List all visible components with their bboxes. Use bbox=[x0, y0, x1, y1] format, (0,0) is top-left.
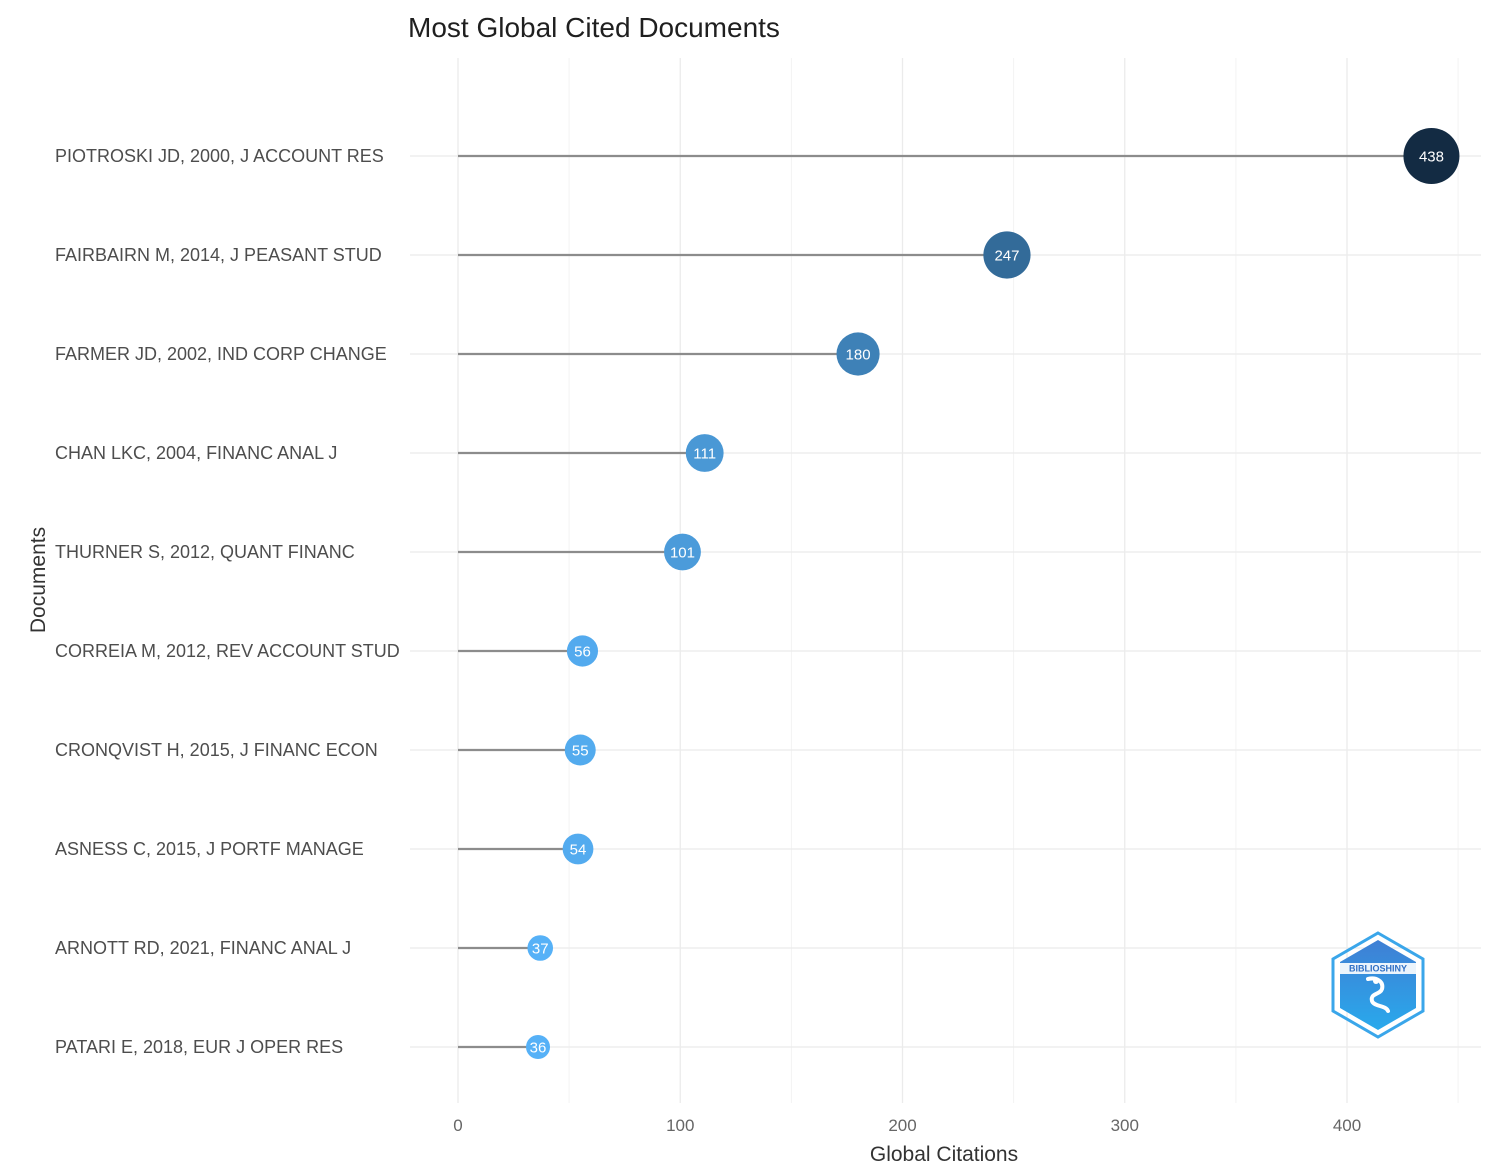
lollipop-marks: 438 247 180 111 101 56 55 54 37 36 bbox=[458, 128, 1460, 1059]
x-tick-label: 100 bbox=[666, 1116, 694, 1135]
lollipop-point bbox=[664, 533, 701, 571]
logo-text: BIBLIOSHINY bbox=[1349, 964, 1407, 974]
x-tick-label: 0 bbox=[453, 1116, 462, 1135]
category-label: CHAN LKC, 2004, FINANC ANAL J bbox=[55, 443, 337, 463]
lollipop-point bbox=[836, 332, 880, 376]
lollipop: 101 bbox=[458, 533, 701, 571]
lollipop-point bbox=[564, 734, 596, 766]
x-tick-label: 200 bbox=[888, 1116, 916, 1135]
lollipop: 438 bbox=[458, 128, 1460, 184]
x-axis-title: Global Citations bbox=[870, 1143, 1018, 1166]
value-label: 36 bbox=[530, 1040, 547, 1057]
lollipop-point bbox=[527, 935, 554, 961]
chart-title: Most Global Cited Documents bbox=[408, 12, 780, 43]
grid-lines bbox=[410, 58, 1481, 1103]
y-axis-categories: PIOTROSKI JD, 2000, J ACCOUNT RES FAIRBAI… bbox=[55, 146, 400, 1057]
lollipop: 56 bbox=[458, 635, 599, 667]
lollipop: 54 bbox=[458, 833, 594, 865]
category-label: THURNER S, 2012, QUANT FINANC bbox=[55, 542, 355, 562]
value-label: 54 bbox=[570, 842, 587, 859]
biblioshiny-logo-icon: BIBLIOSHINY bbox=[1331, 931, 1425, 1039]
value-label: 247 bbox=[994, 248, 1019, 265]
lollipop-point bbox=[1403, 128, 1460, 184]
lollipop-point bbox=[566, 635, 599, 667]
lollipop-point bbox=[562, 833, 594, 865]
lollipop-point bbox=[685, 434, 724, 472]
category-label: CORREIA M, 2012, REV ACCOUNT STUD bbox=[55, 641, 400, 661]
category-label: FAIRBAIRN M, 2014, J PEASANT STUD bbox=[55, 245, 382, 265]
value-label: 180 bbox=[846, 347, 871, 364]
value-label: 438 bbox=[1419, 149, 1444, 166]
lollipop: 111 bbox=[458, 434, 724, 472]
category-label: ARNOTT RD, 2021, FINANC ANAL J bbox=[55, 938, 351, 958]
x-axis-ticks: 0 100 200 300 400 bbox=[453, 1116, 1361, 1135]
lollipop: 36 bbox=[458, 1035, 551, 1059]
category-label: PATARI E, 2018, EUR J OPER RES bbox=[55, 1037, 343, 1057]
category-label: CRONQVIST H, 2015, J FINANC ECON bbox=[55, 740, 378, 760]
category-label: ASNESS C, 2015, J PORTF MANAGE bbox=[55, 839, 364, 859]
lollipop-point bbox=[526, 1035, 551, 1059]
value-label: 37 bbox=[532, 941, 549, 958]
value-label: 55 bbox=[572, 743, 589, 760]
value-label: 111 bbox=[693, 446, 716, 463]
y-axis-title: Documents bbox=[27, 527, 50, 633]
x-tick-label: 300 bbox=[1111, 1116, 1139, 1135]
lollipop-point bbox=[983, 231, 1031, 279]
lollipop: 37 bbox=[458, 935, 554, 961]
lollipop: 180 bbox=[458, 332, 880, 376]
lollipop: 55 bbox=[458, 734, 596, 766]
category-label: FARMER JD, 2002, IND CORP CHANGE bbox=[55, 344, 387, 364]
x-tick-label: 400 bbox=[1333, 1116, 1361, 1135]
category-label: PIOTROSKI JD, 2000, J ACCOUNT RES bbox=[55, 146, 384, 166]
value-label: 56 bbox=[574, 644, 591, 661]
lollipop: 247 bbox=[458, 231, 1031, 279]
value-label: 101 bbox=[670, 545, 695, 562]
